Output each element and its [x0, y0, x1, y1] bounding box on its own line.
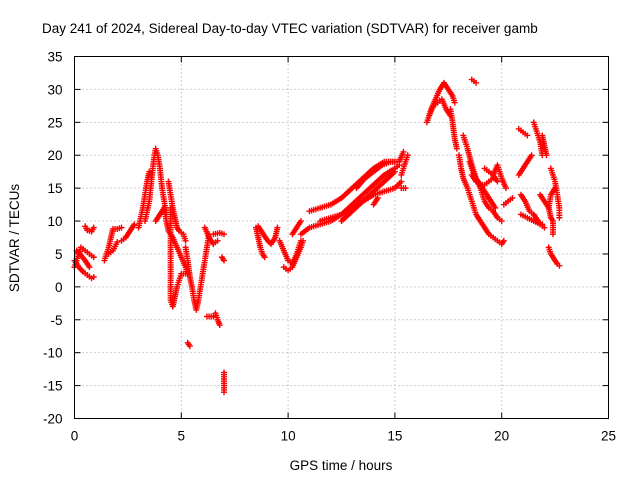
y-tick-label: -15	[43, 379, 63, 394]
data-point	[221, 389, 228, 396]
data-point	[556, 262, 563, 269]
y-tick-label: 35	[47, 50, 62, 65]
x-tick-label: 0	[71, 429, 79, 444]
data-point	[146, 168, 153, 175]
x-axis-label: GPS time / hours	[290, 458, 393, 473]
data-point	[492, 204, 499, 211]
data-point	[131, 221, 138, 228]
y-axis-label: SDTVAR / TECUs	[7, 184, 22, 293]
data-point	[539, 221, 546, 228]
y-tick-label: 15	[47, 181, 62, 196]
data-point	[261, 254, 268, 261]
data-point	[90, 273, 97, 280]
data-point	[502, 185, 509, 192]
y-tick-label: 0	[55, 280, 63, 295]
data-point	[509, 195, 516, 202]
data-point	[398, 178, 405, 185]
data-point	[210, 313, 217, 320]
x-tick-label: 25	[601, 429, 616, 444]
x-tick-label: 15	[387, 429, 402, 444]
y-tick-label: -5	[50, 313, 62, 328]
data-point	[186, 343, 193, 350]
data-point	[221, 257, 228, 264]
y-tick-label: 20	[47, 148, 62, 163]
y-tick-label: 25	[47, 115, 62, 130]
x-tick-label: 20	[494, 429, 509, 444]
data-point	[300, 237, 307, 244]
data-point	[90, 224, 97, 231]
data-point	[274, 224, 281, 231]
data-point	[90, 254, 97, 261]
data-point	[391, 168, 398, 175]
data-point	[451, 99, 458, 106]
data-point	[524, 132, 531, 139]
data-point	[216, 322, 223, 329]
data-point	[498, 218, 505, 225]
tick-labels: 0 5 10 15 20 25 -20 -15 -10 -5 0 5 10 15 20 25 30 35	[43, 50, 616, 444]
y-tick-label: 10	[47, 214, 62, 229]
x-tick-label: 10	[281, 429, 296, 444]
data-point	[374, 195, 381, 202]
data-point	[494, 178, 501, 185]
data-point	[182, 270, 189, 277]
data-point	[528, 152, 535, 159]
data-point	[118, 224, 125, 231]
data-point	[552, 185, 559, 192]
data-point	[541, 224, 548, 231]
y-tick-label: -20	[43, 412, 63, 427]
data-point	[473, 79, 480, 86]
data-point	[86, 264, 93, 271]
data-point	[114, 239, 121, 246]
data-point	[556, 214, 563, 221]
data-point	[453, 145, 460, 152]
data-point	[221, 231, 228, 238]
data-point	[214, 237, 221, 244]
y-tick-label: -10	[43, 346, 63, 361]
data-point	[543, 152, 550, 159]
plot-frame	[74, 56, 609, 419]
y-tick-label: 5	[55, 247, 63, 262]
data-point	[402, 185, 409, 192]
data-point	[182, 237, 189, 244]
data-point	[404, 152, 411, 159]
data-points	[71, 76, 563, 396]
data-point	[400, 148, 407, 155]
data-point	[297, 218, 304, 225]
x-tick-label: 5	[178, 429, 186, 444]
data-point	[500, 237, 507, 244]
chart-title: Day 241 of 2024, Sidereal Day-to-day VTE…	[42, 21, 538, 36]
data-point	[549, 231, 556, 238]
y-tick-label: 30	[47, 82, 62, 97]
